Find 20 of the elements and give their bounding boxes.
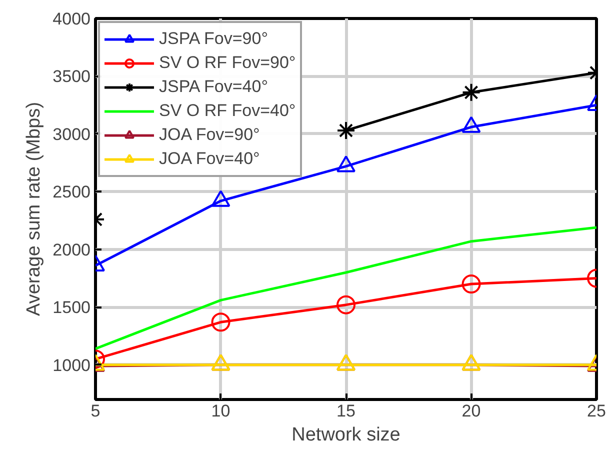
y-tick-label: 4000 xyxy=(52,10,91,28)
y-tick-label: 3000 xyxy=(52,124,91,144)
x-tick-label: 5 xyxy=(90,402,100,420)
y-tick-label: 3500 xyxy=(52,67,91,86)
y-tick-label: 2000 xyxy=(52,240,91,260)
legend-label: SV O RF Fov=90° xyxy=(159,52,296,74)
y-axis-title: Average sum rate (Mbps) xyxy=(24,102,45,316)
x-tick-label: 20 xyxy=(462,402,481,420)
y-tick-label: 1000 xyxy=(52,356,91,375)
legend-label: SV O RF Fov=40° xyxy=(159,100,296,122)
legend-label: JSPA Fov=90° xyxy=(159,28,268,50)
x-tick-label: 10 xyxy=(211,402,230,420)
y-tick-label: 1500 xyxy=(52,298,91,318)
x-axis-title: Network size xyxy=(292,424,400,446)
x-tick-label: 15 xyxy=(336,402,356,420)
legend-label: JOA Fov=40° xyxy=(159,148,260,170)
y-tick-label: 2500 xyxy=(52,182,91,202)
legend-label: JSPA Fov=40° xyxy=(159,76,268,98)
legend-label: JOA Fov=90° xyxy=(159,124,260,146)
x-tick-label: 25 xyxy=(587,402,606,420)
